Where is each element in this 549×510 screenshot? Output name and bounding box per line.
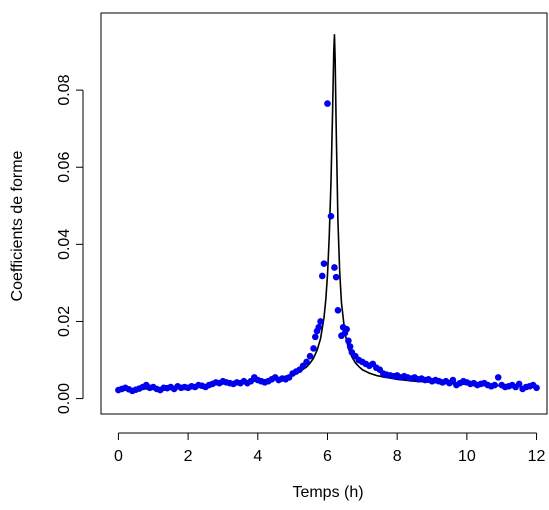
fitted-curve-layer (118, 34, 537, 391)
data-point (334, 306, 342, 314)
y-tick-label: 0.04 (56, 229, 73, 260)
y-tick-label: 0.08 (56, 74, 73, 105)
y-tick-label: 0.00 (56, 383, 73, 414)
data-points-layer (115, 100, 540, 395)
x-tick-label: 4 (253, 448, 262, 465)
data-point (318, 272, 326, 280)
x-tick-label: 6 (323, 448, 332, 465)
data-point (346, 343, 354, 350)
data-point (343, 325, 350, 333)
y-tick-label: 0.06 (56, 152, 73, 183)
x-axis-title: Temps (h) (292, 484, 363, 501)
data-point (303, 358, 310, 366)
x-tick-label: 8 (393, 448, 402, 465)
plot-box (100, 12, 548, 415)
data-point (320, 260, 328, 267)
data-point (449, 376, 457, 384)
data-point (310, 345, 317, 352)
data-point (317, 318, 324, 325)
x-tick-label: 10 (458, 448, 476, 465)
data-point (327, 212, 335, 220)
data-point (331, 264, 338, 271)
data-point (345, 337, 352, 345)
data-point (311, 333, 319, 341)
data-point (315, 323, 323, 331)
y-axis-title: Coefficients de forme (9, 150, 26, 301)
y-axis: 0.00 0.02 0.04 0.06 0.08 (56, 74, 84, 414)
data-point (332, 273, 340, 281)
data-point (494, 374, 502, 381)
data-point (324, 100, 331, 107)
data-point (306, 352, 314, 360)
x-tick-label: 12 (528, 448, 546, 465)
fitted-curve (118, 34, 537, 391)
x-tick-label: 0 (114, 448, 123, 465)
x-axis: 0 2 4 6 8 10 12 (114, 432, 546, 465)
x-tick-label: 2 (184, 448, 193, 465)
y-tick-label: 0.02 (56, 306, 73, 337)
data-point (533, 384, 540, 392)
data-point (491, 381, 499, 389)
data-point (515, 380, 523, 388)
